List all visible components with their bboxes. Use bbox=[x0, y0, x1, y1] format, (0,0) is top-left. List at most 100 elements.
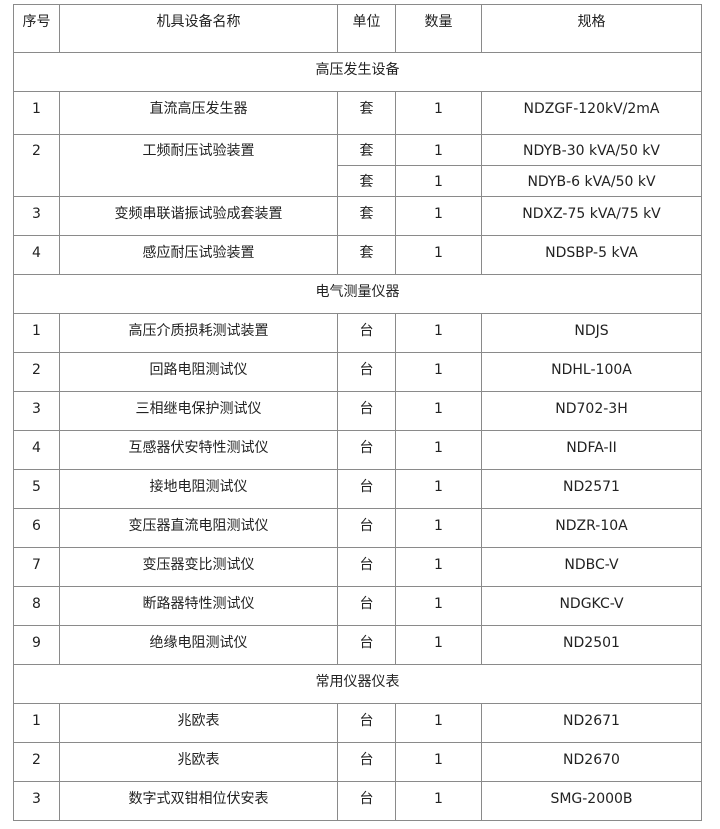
section-title: 常用仪器仪表 bbox=[13, 664, 702, 704]
cell-name: 变压器直流电阻测试仪 bbox=[59, 508, 338, 548]
cell-qty: 1 bbox=[395, 469, 482, 509]
cell-name: 工频耐压试验装置 bbox=[59, 134, 338, 197]
cell-unit: 台 bbox=[337, 352, 396, 392]
cell-qty: 1 bbox=[395, 352, 482, 392]
cell-no: 5 bbox=[13, 469, 60, 509]
cell-unit: 套 bbox=[337, 196, 396, 236]
table-row: 3 数字式双钳相位伏安表台 1 SMG-2000B bbox=[13, 781, 702, 821]
cell-spec: NDYB-6 kVA/50 kV bbox=[481, 165, 702, 197]
cell-no: 9 bbox=[13, 625, 60, 665]
cell-no: 3 bbox=[13, 196, 60, 236]
cell-qty: 1 bbox=[395, 313, 482, 353]
cell-no: 2 bbox=[13, 134, 60, 197]
cell-no: 8 bbox=[13, 586, 60, 626]
table-row: 2 兆欧表台 1 ND2670 bbox=[13, 742, 702, 782]
cell-unit: 台 bbox=[337, 391, 396, 431]
cell-spec: NDSBP-5 kVA bbox=[481, 235, 702, 275]
cell-spec: NDXZ-75 kVA/75 kV bbox=[481, 196, 702, 236]
table-row: 2 工频耐压试验装置套 1 NDYB-30 kVA/50 kV bbox=[13, 134, 702, 197]
cell-name: 互感器伏安特性测试仪 bbox=[59, 430, 338, 470]
cell-qty: 1 bbox=[395, 586, 482, 626]
table-row: 6 变压器直流电阻测试仪台 1 NDZR-10A bbox=[13, 508, 702, 548]
cell-qty: 1 bbox=[395, 781, 482, 821]
cell-unit: 台 bbox=[337, 430, 396, 470]
cell-no: 1 bbox=[13, 91, 60, 135]
cell-qty: 1 bbox=[395, 430, 482, 470]
cell-name: 数字式双钳相位伏安表 bbox=[59, 781, 338, 821]
cell-unit: 台 bbox=[337, 586, 396, 626]
cell-name: 回路电阻测试仪 bbox=[59, 352, 338, 392]
cell-name: 直流高压发生器 bbox=[59, 91, 338, 135]
table-row: 3 变频串联谐振试验成套装置套 1 NDXZ-75 kVA/75 kV bbox=[13, 196, 702, 236]
table-row: 7 变压器变比测试仪台 1 NDBC-V bbox=[13, 547, 702, 587]
cell-no: 2 bbox=[13, 742, 60, 782]
header-row: 序号 机具设备名称 单位 数量 规格 bbox=[13, 4, 702, 53]
cell-qty: 1 bbox=[395, 508, 482, 548]
table-row: 8 断路器特性测试仪台 1 NDGKC-V bbox=[13, 586, 702, 626]
cell-no: 3 bbox=[13, 391, 60, 431]
cell-spec: NDZR-10A bbox=[481, 508, 702, 548]
table-row: 3 三相继电保护测试仪台 1 ND702-3H bbox=[13, 391, 702, 431]
cell-name: 兆欧表 bbox=[59, 742, 338, 782]
table-row: 5 接地电阻测试仪台 1 ND2571 bbox=[13, 469, 702, 509]
table-row: 4 感应耐压试验装置套 1 NDSBP-5 kVA bbox=[13, 235, 702, 275]
cell-spec: NDJS bbox=[481, 313, 702, 353]
cell-no: 6 bbox=[13, 508, 60, 548]
table-row: 2 回路电阻测试仪台 1 NDHL-100A bbox=[13, 352, 702, 392]
equipment-table: 序号 机具设备名称 单位 数量 规格 高压发生设备 1 直流高压发生器套 1 NDZGF… bbox=[13, 4, 702, 821]
cell-unit: 套 bbox=[337, 165, 396, 197]
cell-qty: 1 bbox=[395, 165, 482, 197]
table-row: 4 互感器伏安特性测试仪台 1 NDFA-II bbox=[13, 430, 702, 470]
cell-name: 变压器变比测试仪 bbox=[59, 547, 338, 587]
header-spec: 规格 bbox=[481, 4, 702, 53]
cell-qty: 1 bbox=[395, 196, 482, 236]
cell-name: 断路器特性测试仪 bbox=[59, 586, 338, 626]
table-row: 9 绝缘电阻测试仪台 1 ND2501 bbox=[13, 625, 702, 665]
cell-no: 1 bbox=[13, 313, 60, 353]
cell-qty: 1 bbox=[395, 391, 482, 431]
cell-qty: 1 bbox=[395, 703, 482, 743]
cell-no: 4 bbox=[13, 430, 60, 470]
cell-unit: 套 bbox=[337, 134, 396, 166]
section-row: 常用仪器仪表 bbox=[13, 664, 702, 704]
cell-qty: 1 bbox=[395, 625, 482, 665]
cell-spec: NDGKC-V bbox=[481, 586, 702, 626]
cell-spec: ND702-3H bbox=[481, 391, 702, 431]
cell-qty: 1 bbox=[395, 134, 482, 166]
table-row: 1 兆欧表台 1 ND2671 bbox=[13, 703, 702, 743]
section-row: 电气测量仪器 bbox=[13, 274, 702, 314]
table-subrow: 套 1 NDYB-6 kVA/50 kV bbox=[14, 165, 702, 197]
cell-unit: 台 bbox=[337, 313, 396, 353]
cell-spec: NDFA-II bbox=[481, 430, 702, 470]
cell-qty: 1 bbox=[395, 547, 482, 587]
cell-unit: 台 bbox=[337, 469, 396, 509]
cell-spec: NDHL-100A bbox=[481, 352, 702, 392]
cell-name: 感应耐压试验装置 bbox=[59, 235, 338, 275]
cell-name: 绝缘电阻测试仪 bbox=[59, 625, 338, 665]
cell-unit: 套 bbox=[337, 91, 396, 135]
cell-spec: NDYB-30 kVA/50 kV bbox=[481, 134, 702, 166]
section-title: 高压发生设备 bbox=[13, 52, 702, 92]
cell-spec: ND2571 bbox=[481, 469, 702, 509]
cell-name: 三相继电保护测试仪 bbox=[59, 391, 338, 431]
cell-unit: 台 bbox=[337, 547, 396, 587]
cell-spec: ND2671 bbox=[481, 703, 702, 743]
cell-no: 1 bbox=[13, 703, 60, 743]
cell-name: 兆欧表 bbox=[59, 703, 338, 743]
header-no: 序号 bbox=[13, 4, 60, 53]
cell-spec: NDBC-V bbox=[481, 547, 702, 587]
cell-name: 变频串联谐振试验成套装置 bbox=[59, 196, 338, 236]
cell-unit: 台 bbox=[337, 742, 396, 782]
cell-unit: 套 bbox=[337, 235, 396, 275]
cell-spec: ND2670 bbox=[481, 742, 702, 782]
cell-qty: 1 bbox=[395, 235, 482, 275]
cell-unit: 台 bbox=[337, 625, 396, 665]
cell-spec: SMG-2000B bbox=[481, 781, 702, 821]
cell-no: 4 bbox=[13, 235, 60, 275]
section-row: 高压发生设备 bbox=[13, 52, 702, 92]
cell-no: 2 bbox=[13, 352, 60, 392]
cell-name: 高压介质损耗测试装置 bbox=[59, 313, 338, 353]
section-title: 电气测量仪器 bbox=[13, 274, 702, 314]
cell-spec: NDZGF-120kV/2mA bbox=[481, 91, 702, 135]
cell-qty: 1 bbox=[395, 91, 482, 135]
